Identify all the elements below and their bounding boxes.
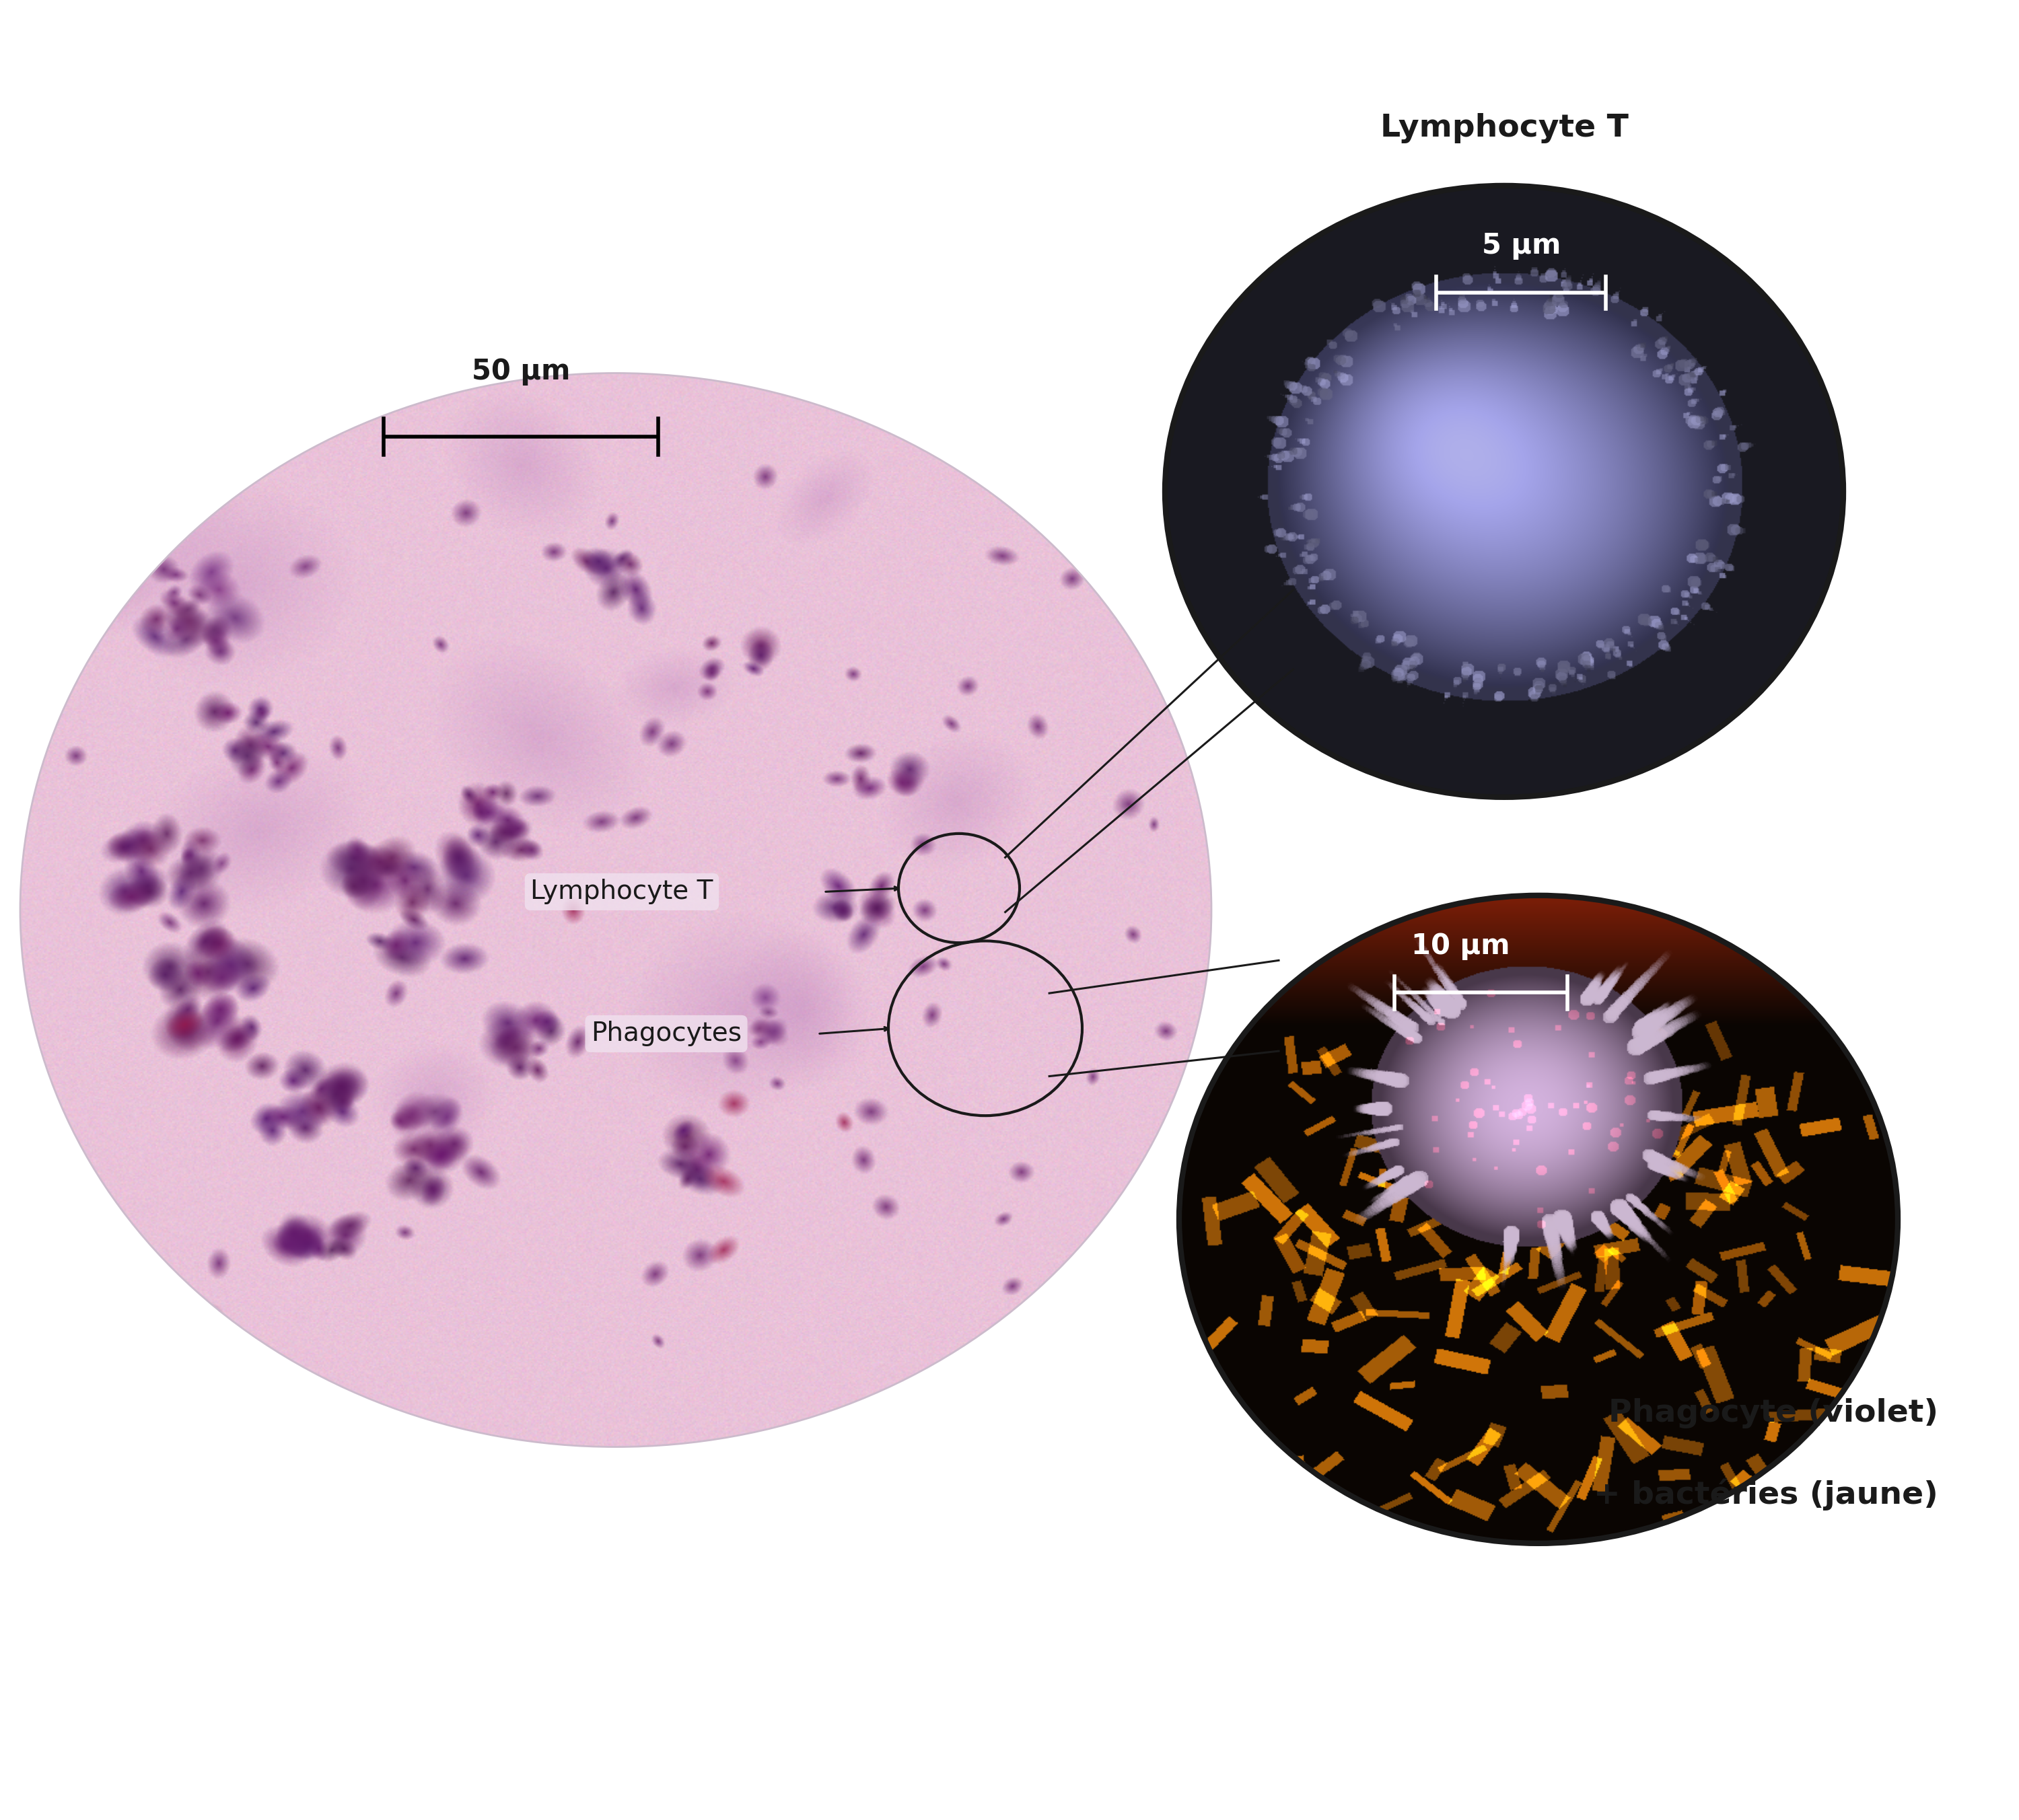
Text: 10 μm: 10 μm (1411, 932, 1510, 959)
Text: Phagocytes: Phagocytes (592, 1021, 741, 1046)
Text: 5 μm: 5 μm (1482, 231, 1561, 260)
Text: 50 μm: 50 μm (472, 357, 569, 386)
Text: Phagocyte (violet): Phagocyte (violet) (1609, 1398, 1938, 1429)
Text: Lymphocyte T: Lymphocyte T (1381, 113, 1627, 144)
Text: Lymphocyte T: Lymphocyte T (531, 879, 713, 905)
Text: + bactéries (jaune): + bactéries (jaune) (1593, 1478, 1938, 1511)
